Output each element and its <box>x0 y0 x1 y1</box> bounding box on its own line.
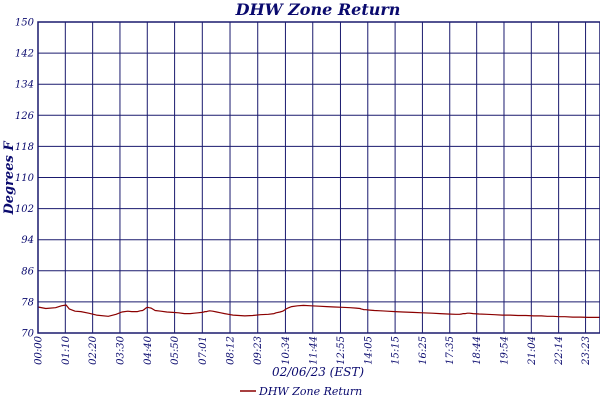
x-tick-label: 23:23 <box>581 336 592 366</box>
x-tick-label: 19:54 <box>499 336 510 365</box>
legend: DHW Zone Return <box>240 385 362 398</box>
series-line <box>37 304 600 318</box>
x-tick-label: 18:44 <box>472 336 483 365</box>
y-tick-label: 142 <box>15 49 34 60</box>
x-tick-label: 21:04 <box>527 336 538 366</box>
x-tick-label: 04:40 <box>143 335 154 364</box>
x-tick-label: 07:01 <box>198 336 209 365</box>
y-axis-label: Degrees F <box>2 141 17 216</box>
y-tick-label: 126 <box>15 111 35 122</box>
y-tick-label: 110 <box>15 173 35 184</box>
x-tick-label: 15:15 <box>391 336 402 365</box>
x-tick-label: 08:12 <box>226 336 237 365</box>
legend-label: DHW Zone Return <box>258 385 362 398</box>
x-tick-label: 09:23 <box>253 336 264 365</box>
x-tick-label: 10:34 <box>281 336 292 365</box>
x-tick-label: 22:14 <box>554 336 565 366</box>
x-tick-label: 03:30 <box>115 335 126 364</box>
x-tick-label: 00:00 <box>34 335 45 364</box>
chart-title: DHW Zone Return <box>235 0 401 19</box>
x-tick-label: 14:05 <box>363 336 374 365</box>
x-tick-label: 11:44 <box>308 336 319 365</box>
x-tick-label: 12:55 <box>336 336 347 365</box>
y-tick-label: 78 <box>21 297 34 308</box>
x-tick-label: 16:25 <box>418 336 429 365</box>
series-lines <box>37 304 600 318</box>
y-tick-label: 118 <box>15 142 34 153</box>
y-tick-label: 94 <box>21 235 34 246</box>
y-tick-label: 86 <box>21 266 34 277</box>
y-tick-label: 70 <box>21 329 34 340</box>
y-tick-label: 150 <box>15 18 35 29</box>
x-axis-label: 02/06/23 (EST) <box>272 365 364 379</box>
y-tick-labels: 70 78 86 94 102 110 118 126 134 142 150 <box>15 18 35 340</box>
x-tick-labels: 00:00 01:10 02:20 03:30 04:40 05:50 07:01 08:12… <box>34 335 593 365</box>
x-tick-label: 01:10 <box>61 335 72 364</box>
x-tick-label: 05:50 <box>170 335 181 364</box>
y-tick-label: 134 <box>15 80 34 91</box>
plot-frame <box>37 21 600 334</box>
y-tick-label: 102 <box>15 204 34 215</box>
x-tick-label: 17:35 <box>445 336 456 365</box>
x-tick-label: 02:20 <box>88 335 99 364</box>
